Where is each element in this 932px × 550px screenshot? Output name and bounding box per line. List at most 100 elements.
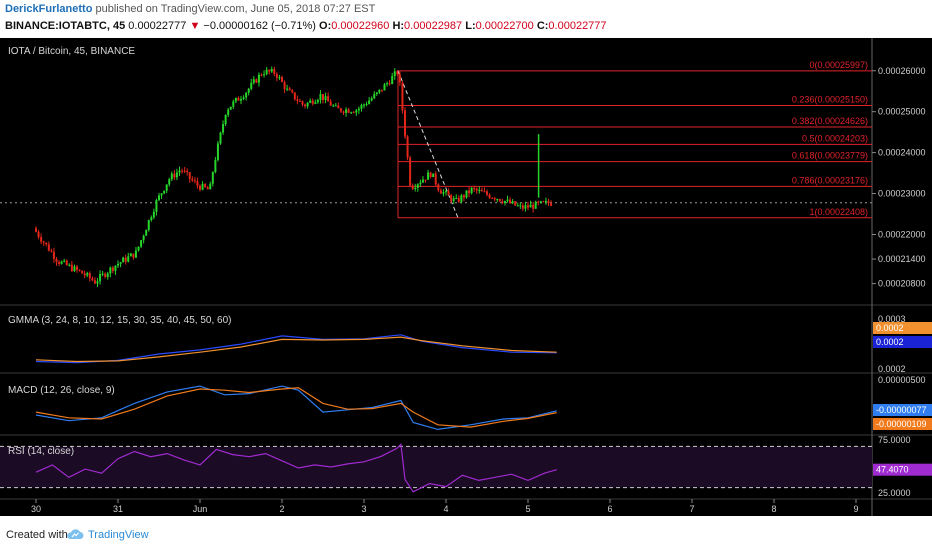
candle-body <box>160 193 163 196</box>
candle-body <box>386 83 389 85</box>
rsi-tick-label: 75.0000 <box>878 435 911 445</box>
price-tick-label: 0.00022000 <box>878 230 926 240</box>
candle-body <box>506 199 509 201</box>
candle-body <box>245 92 248 98</box>
candle-body <box>342 111 345 113</box>
candle-body <box>544 200 547 202</box>
chart-area[interactable]: 0(0.00025997) 0.236(0.00025150) 0.382(0.00… <box>0 38 932 516</box>
candle-body <box>542 201 545 203</box>
candle-body <box>332 105 335 107</box>
candle-body <box>142 235 145 241</box>
candle-body <box>421 179 424 183</box>
candle-body <box>339 108 342 112</box>
ohlc-line: BINANCE:IOTABTC, 45 0.00022777 ▼ −0.0000… <box>5 20 607 32</box>
candle-body <box>229 106 232 110</box>
candle-body <box>534 201 537 209</box>
macd-legend: MACD (12, 26, close, 9) <box>8 385 115 396</box>
candle-body <box>137 246 140 251</box>
candle-body <box>152 211 155 218</box>
symbol-label: BINANCE:IOTABTC, 45 <box>5 20 126 32</box>
candle-body <box>521 205 524 209</box>
candle-body <box>427 172 430 180</box>
candle-body <box>478 190 481 192</box>
time-tick-label: 9 <box>853 504 858 514</box>
candle-body <box>496 199 499 201</box>
candle-body <box>88 273 91 279</box>
gmma-legend: GMMA (3, 24, 8, 10, 12, 15, 30, 35, 40, … <box>8 315 231 326</box>
candle-body <box>70 264 73 272</box>
candle-body <box>532 204 535 209</box>
candle-body <box>196 181 199 186</box>
rsi-tick-label: 25.0000 <box>878 488 911 498</box>
candle-body <box>150 217 153 221</box>
candle-body <box>155 199 158 212</box>
close-label: C: <box>536 20 549 32</box>
change-arrow-icon: ▼ <box>189 20 201 32</box>
candle-body <box>76 266 78 270</box>
chart-canvas[interactable]: 0(0.00025997) 0.236(0.00025150) 0.382(0.00… <box>0 38 932 516</box>
candle-body <box>291 90 294 93</box>
candle-body <box>109 267 112 274</box>
candle-body <box>173 173 176 178</box>
candle-body <box>511 201 514 204</box>
candle-body <box>145 230 148 236</box>
candle-body <box>470 187 473 194</box>
published-info: published on TradingView.com, June 05, 2… <box>95 3 376 15</box>
candle-body <box>47 244 50 251</box>
candle-body <box>268 69 271 72</box>
close-value: 0.00022777 <box>548 20 607 32</box>
candle-body <box>240 99 242 101</box>
candle-body <box>468 190 471 194</box>
footer: Created with TradingView <box>0 516 932 550</box>
tradingview-brand-link[interactable]: TradingView <box>88 529 149 541</box>
candle-body <box>275 73 278 78</box>
candle-body <box>409 157 412 186</box>
candle-body <box>99 274 102 282</box>
candle-body <box>411 185 414 190</box>
candle-body <box>101 273 104 275</box>
candle-body <box>183 170 186 172</box>
high-value: 0.00022987 <box>404 20 463 32</box>
candle-body <box>373 94 376 99</box>
candle-body <box>40 237 43 242</box>
time-tick-label: 4 <box>443 504 448 514</box>
candle-body <box>270 69 273 72</box>
candle-body <box>68 264 71 266</box>
gmma-short-line <box>35 334 557 364</box>
candle-body <box>50 250 53 252</box>
candle-body <box>63 260 66 262</box>
time-tick-label: Jun <box>193 504 208 514</box>
gmma-badge-short <box>873 336 932 348</box>
candle-body <box>42 241 45 243</box>
author-link[interactable]: DerickFurlanetto <box>5 3 93 15</box>
candle-body <box>396 71 399 74</box>
candle-body <box>91 278 94 281</box>
price-tick-label: 0.00025000 <box>878 107 926 117</box>
candle-body <box>191 178 194 181</box>
candle-body <box>193 180 196 182</box>
candle-body <box>509 199 512 204</box>
candle-body <box>93 280 96 284</box>
price-tick-label: 0.00020800 <box>878 279 926 289</box>
candle-body <box>158 195 160 200</box>
candle-body <box>35 228 37 232</box>
candle-body <box>209 183 212 190</box>
candle-body <box>337 105 340 109</box>
gmma-long-line <box>35 336 557 363</box>
price-tick-label: 0.00023000 <box>878 189 926 199</box>
candle-body <box>365 104 368 106</box>
candle-body <box>360 105 363 109</box>
candle-body <box>214 159 217 173</box>
candle-body <box>224 115 227 125</box>
signal-badge <box>873 418 932 430</box>
price-tick-label: 0.00021400 <box>878 254 926 264</box>
candle-body <box>106 273 109 277</box>
created-with-label: Created with <box>6 529 68 541</box>
candle-body <box>273 69 276 74</box>
candle-body <box>547 200 550 204</box>
candle-body <box>452 198 455 202</box>
macd-tick-label: 0.00000500 <box>878 375 926 385</box>
macd-badge <box>873 404 932 416</box>
time-tick-label: 2 <box>279 504 284 514</box>
candle-body <box>252 79 255 83</box>
